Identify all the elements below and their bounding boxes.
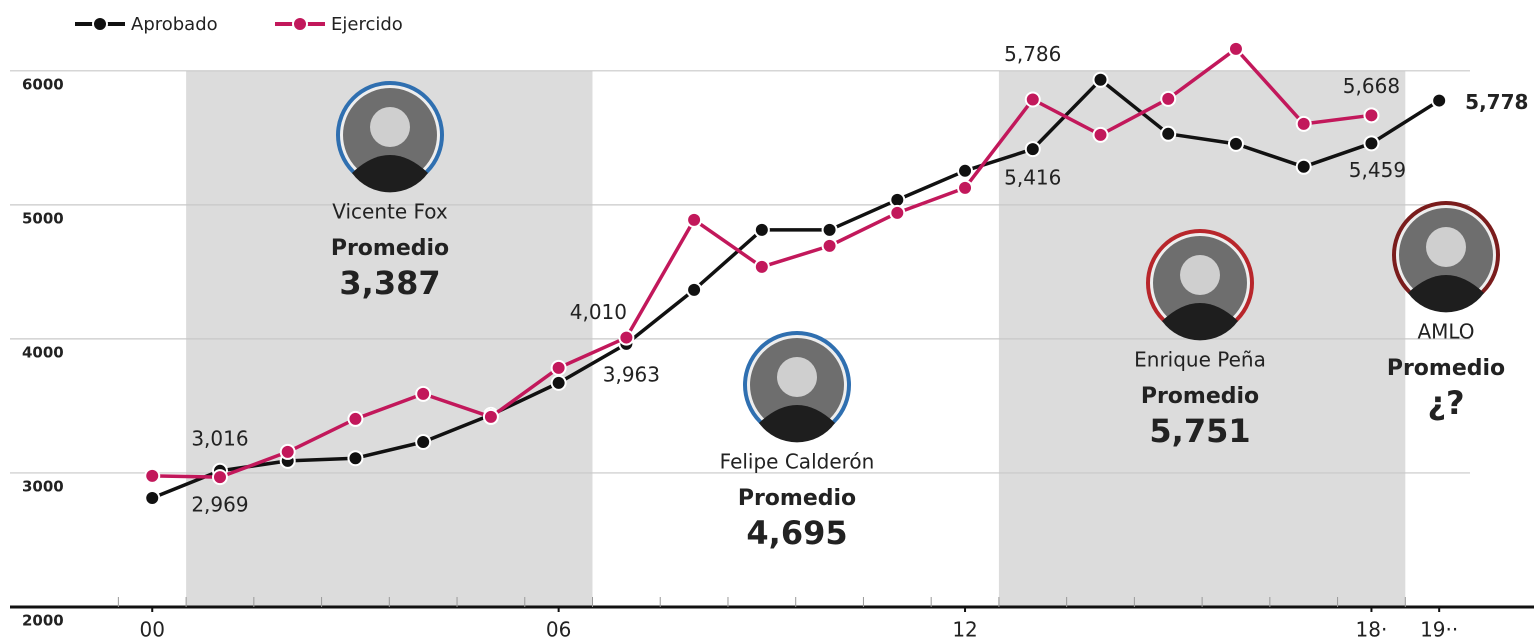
- average-value: 4,695: [746, 514, 847, 552]
- value-label: 5,416: [1004, 166, 1061, 190]
- data-point: [823, 223, 837, 237]
- data-point: [416, 435, 430, 449]
- data-point: [1364, 108, 1378, 122]
- data-point: [213, 470, 227, 484]
- data-point: [1229, 42, 1243, 56]
- data-point: [890, 193, 904, 207]
- data-point: [1094, 73, 1108, 87]
- data-point: [687, 283, 701, 297]
- data-point: [552, 376, 566, 390]
- data-point: [1026, 142, 1040, 156]
- data-point: [1297, 160, 1311, 174]
- average-label: Promedio: [331, 236, 449, 261]
- data-point: [1432, 94, 1446, 108]
- y-tick-label: 5000: [22, 209, 64, 227]
- value-label: 5,786: [1004, 42, 1061, 66]
- data-point: [958, 164, 972, 178]
- president-name: AMLO: [1417, 320, 1474, 344]
- data-point: [958, 181, 972, 195]
- president-name: Felipe Calderón: [720, 450, 875, 474]
- average-label: Promedio: [1387, 356, 1505, 381]
- portrait-head: [370, 107, 410, 147]
- value-label: 3,963: [603, 362, 660, 386]
- legend-marker: [93, 17, 107, 31]
- chart: 2000 3000 4000 5000 6000 00 06 12 18· 19·· Vicente…: [0, 0, 1534, 640]
- page: 2000 3000 4000 5000 6000 00 06 12 18· 19·· Vicente…: [0, 0, 1534, 640]
- y-tick-label: 3000: [22, 477, 64, 495]
- data-point: [823, 239, 837, 253]
- value-label: 4,010: [570, 300, 627, 324]
- data-point: [1364, 136, 1378, 150]
- portrait-head: [777, 357, 817, 397]
- data-point: [1297, 117, 1311, 131]
- legend-marker: [293, 17, 307, 31]
- data-point: [1229, 137, 1243, 151]
- data-point: [1094, 128, 1108, 142]
- value-label: 2,969: [191, 493, 248, 517]
- data-point: [687, 213, 701, 227]
- average-label: Promedio: [738, 486, 856, 511]
- y-tick-label: 2000: [22, 612, 64, 630]
- data-point: [1161, 92, 1175, 106]
- y-tick-label: 6000: [22, 75, 64, 93]
- average-label: Promedio: [1141, 384, 1259, 409]
- data-point: [416, 387, 430, 401]
- x-tick-label: 19··: [1420, 618, 1458, 640]
- x-tick-label: 12: [952, 618, 977, 640]
- data-point: [755, 260, 769, 274]
- data-point: [348, 412, 362, 426]
- data-point: [619, 331, 633, 345]
- x-tick-label: 00: [140, 618, 165, 640]
- data-point: [755, 223, 769, 237]
- data-point: [348, 451, 362, 465]
- x-tick-label: 18·: [1356, 618, 1388, 640]
- value-label: 5,668: [1343, 74, 1400, 98]
- data-point: [281, 445, 295, 459]
- data-point: [145, 491, 159, 505]
- president-name: Enrique Peña: [1134, 348, 1266, 372]
- data-point: [890, 206, 904, 220]
- average-value: ¿?: [1427, 384, 1464, 422]
- data-point: [484, 410, 498, 424]
- legend-label: Ejercido: [331, 14, 403, 35]
- president-name: Vicente Fox: [332, 200, 448, 224]
- data-point: [1161, 127, 1175, 141]
- data-point: [1026, 92, 1040, 106]
- portrait-head: [1180, 255, 1220, 295]
- portrait-head: [1426, 227, 1466, 267]
- y-tick-label: 4000: [22, 343, 64, 361]
- average-value: 3,387: [339, 264, 440, 302]
- data-point: [145, 469, 159, 483]
- average-value: 5,751: [1149, 412, 1250, 450]
- value-label: 3,016: [191, 426, 248, 450]
- x-tick-label: 06: [546, 618, 571, 640]
- value-label: 5,778: [1465, 90, 1528, 114]
- data-point: [552, 361, 566, 375]
- value-label: 5,459: [1349, 158, 1406, 182]
- legend-label: Aprobado: [131, 14, 218, 35]
